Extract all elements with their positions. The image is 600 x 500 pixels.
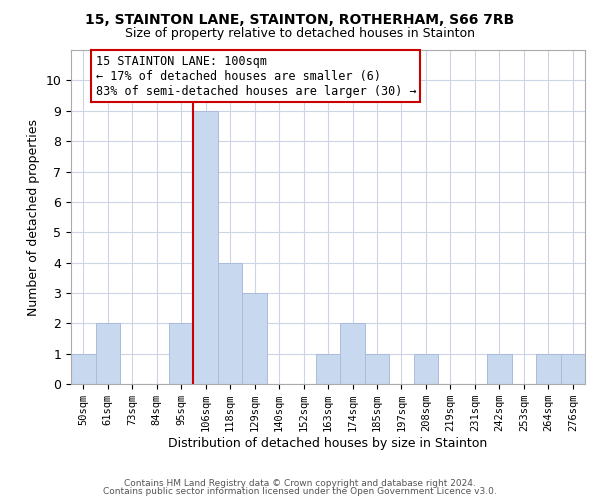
Bar bbox=[218, 262, 242, 384]
Bar bbox=[340, 324, 365, 384]
X-axis label: Distribution of detached houses by size in Stainton: Distribution of detached houses by size … bbox=[169, 437, 488, 450]
Bar bbox=[169, 324, 193, 384]
Bar bbox=[365, 354, 389, 384]
Bar bbox=[536, 354, 560, 384]
Bar bbox=[242, 293, 267, 384]
Bar bbox=[71, 354, 95, 384]
Bar bbox=[193, 111, 218, 384]
Y-axis label: Number of detached properties: Number of detached properties bbox=[27, 118, 40, 316]
Bar bbox=[560, 354, 585, 384]
Text: Contains public sector information licensed under the Open Government Licence v3: Contains public sector information licen… bbox=[103, 487, 497, 496]
Text: Size of property relative to detached houses in Stainton: Size of property relative to detached ho… bbox=[125, 28, 475, 40]
Bar bbox=[316, 354, 340, 384]
Bar bbox=[487, 354, 512, 384]
Bar bbox=[414, 354, 438, 384]
Text: 15, STAINTON LANE, STAINTON, ROTHERHAM, S66 7RB: 15, STAINTON LANE, STAINTON, ROTHERHAM, … bbox=[85, 12, 515, 26]
Text: Contains HM Land Registry data © Crown copyright and database right 2024.: Contains HM Land Registry data © Crown c… bbox=[124, 478, 476, 488]
Text: 15 STAINTON LANE: 100sqm
← 17% of detached houses are smaller (6)
83% of semi-de: 15 STAINTON LANE: 100sqm ← 17% of detach… bbox=[95, 54, 416, 98]
Bar bbox=[95, 324, 120, 384]
